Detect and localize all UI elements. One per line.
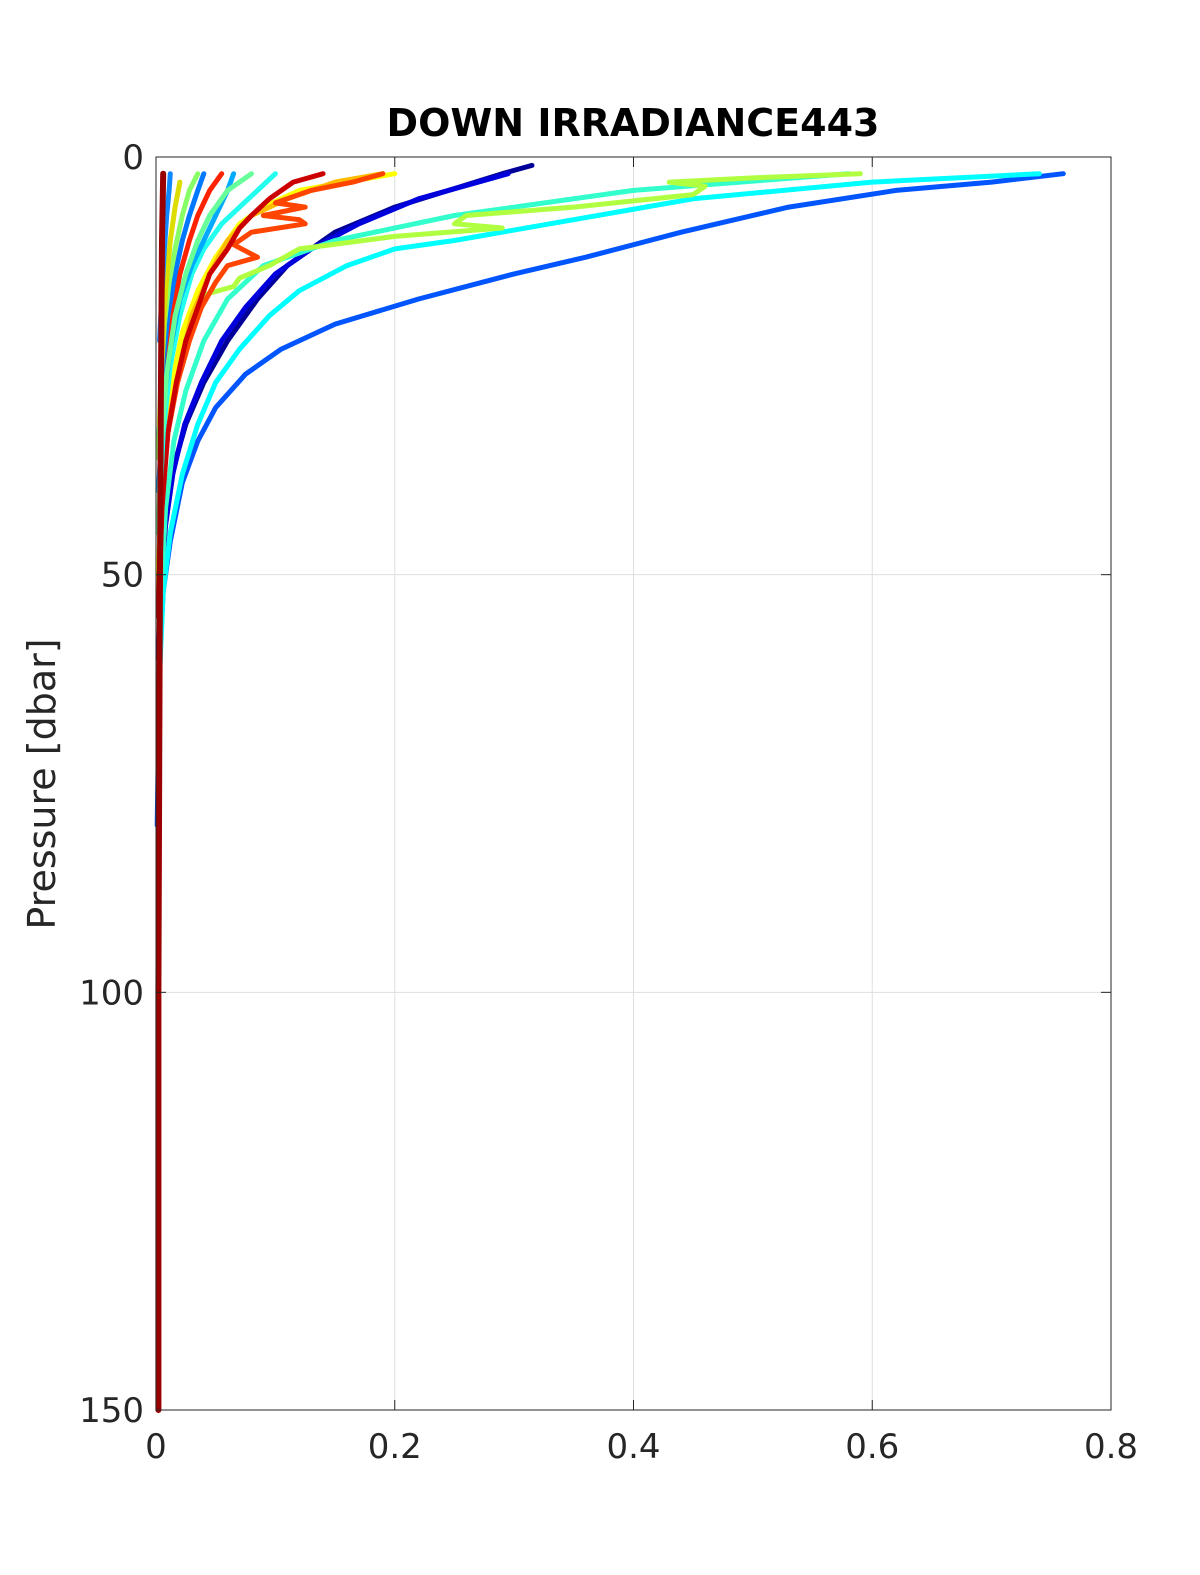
series-line-2 (157, 171, 511, 619)
series-line-4 (157, 171, 1042, 678)
series-line-5 (157, 171, 851, 619)
chart-title: DOWN IRRADIANCE443 (387, 101, 880, 145)
series-line-3 (154, 171, 1066, 828)
x-tick-label: 0.6 (845, 1427, 899, 1467)
x-tick-label: 0.4 (606, 1427, 660, 1467)
x-tick-label: 0 (145, 1427, 167, 1467)
x-tick-label: 0.2 (368, 1427, 422, 1467)
x-tick-label: 0.8 (1084, 1427, 1138, 1467)
series-layer (154, 162, 1066, 1413)
grid-lines (156, 157, 1111, 1410)
y-tick-label: 150 (79, 1391, 144, 1431)
y-axis-label: Pressure [dbar] (20, 638, 64, 929)
series-line-6 (157, 171, 863, 536)
y-tick-label: 100 (79, 973, 144, 1013)
axis-ticks: 0 0.2 0.4 0.6 0.8 0 50 100 150 (79, 138, 1138, 1467)
series-line-19 (155, 170, 167, 1413)
y-tick-label: 0 (122, 138, 144, 178)
y-tick-label: 50 (101, 556, 144, 596)
series-line-11 (155, 171, 326, 619)
